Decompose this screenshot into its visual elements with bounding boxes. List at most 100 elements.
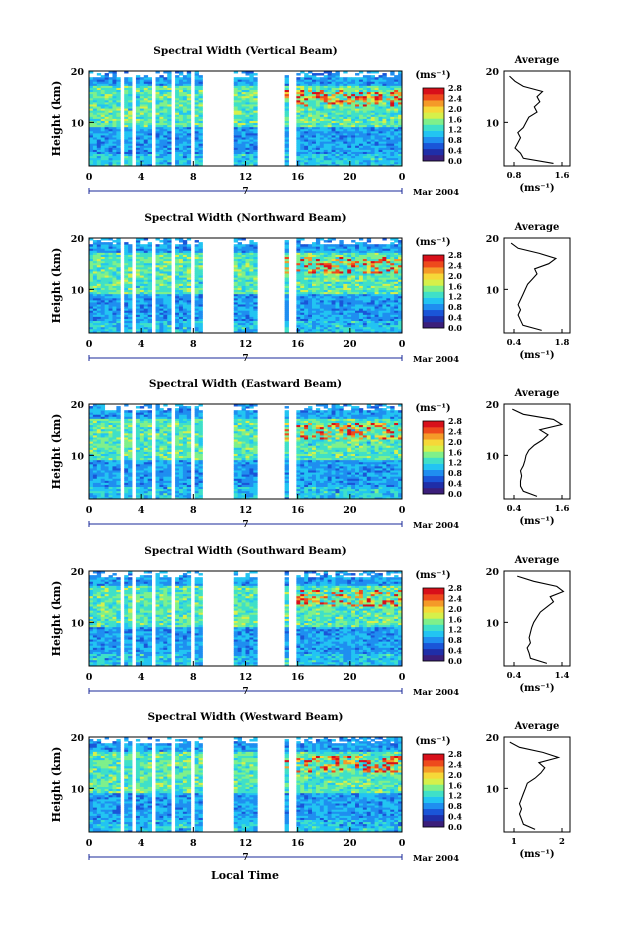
heatmap-cell bbox=[97, 77, 101, 79]
x-tick-label: 12 bbox=[239, 172, 252, 183]
heatmap-cell bbox=[296, 73, 300, 75]
heatmap-cell bbox=[148, 242, 152, 244]
heatmap-cell bbox=[199, 75, 203, 77]
heatmap-cell bbox=[300, 244, 304, 246]
heatmap-cell bbox=[156, 77, 160, 79]
heatmap-cell bbox=[183, 240, 187, 242]
colorbar-tick-label: 1.6 bbox=[448, 114, 462, 124]
heatmap-cell bbox=[101, 242, 105, 244]
average-x-unit: (ms⁻¹) bbox=[519, 183, 554, 194]
average-title: Average bbox=[514, 55, 560, 66]
heatmap-cell bbox=[386, 77, 390, 79]
heatmap-cell bbox=[335, 244, 339, 246]
heatmap-cell bbox=[156, 244, 160, 246]
heatmap-cell bbox=[112, 244, 116, 246]
heatmap-cell bbox=[128, 244, 132, 246]
heatmap-cell bbox=[128, 77, 132, 79]
heatmap-cell bbox=[375, 77, 379, 79]
heatmap-cell bbox=[179, 244, 183, 246]
heatmap-cell bbox=[105, 73, 109, 75]
heatmap-cell bbox=[339, 77, 343, 79]
heatmap-cell bbox=[375, 244, 379, 246]
colorbar-segment bbox=[423, 125, 444, 131]
colorbar-tick-label: 0.8 bbox=[448, 135, 462, 145]
colorbar-tick-label: 2.4 bbox=[448, 93, 462, 103]
heatmap-cell bbox=[140, 244, 144, 246]
heatmap-cell bbox=[363, 75, 367, 77]
heatmap-cell bbox=[390, 77, 394, 79]
colorbar-tick-label: 2.0 bbox=[448, 104, 462, 114]
heatmap-cell bbox=[324, 244, 328, 246]
heatmap-cell bbox=[316, 77, 320, 79]
colorbar-segment bbox=[423, 100, 444, 106]
heatmap-cell bbox=[238, 77, 242, 79]
heatmap-cell bbox=[296, 77, 300, 79]
heatmap-cell bbox=[394, 75, 398, 77]
average-x-tick-label: 0.8 bbox=[507, 171, 522, 181]
colorbar-tick-label: 0.0 bbox=[448, 156, 462, 166]
heatmap-cell bbox=[175, 75, 179, 77]
heatmap-cell bbox=[308, 244, 312, 246]
heatmap-cell bbox=[304, 244, 308, 246]
colorbar-segment bbox=[423, 143, 444, 149]
heatmap-cell bbox=[187, 244, 191, 246]
heatmap-cell bbox=[351, 77, 355, 79]
heatmap-cell bbox=[379, 75, 383, 77]
x-tick-label: 0 bbox=[86, 172, 93, 183]
heatmap-cell bbox=[351, 240, 355, 242]
heatmap-cell bbox=[332, 73, 336, 75]
heatmap-cell bbox=[285, 75, 289, 77]
colorbar-segment bbox=[423, 155, 444, 161]
colorbar-tick-label: 2.8 bbox=[448, 83, 462, 93]
heatmap-cell bbox=[253, 242, 257, 244]
heatmap-cell bbox=[163, 77, 167, 79]
heatmap-cell bbox=[144, 75, 148, 77]
heatmap-cell bbox=[355, 242, 359, 244]
x-tick-label: 16 bbox=[291, 172, 305, 183]
heatmap-cell bbox=[320, 77, 324, 79]
heatmap-cell bbox=[159, 244, 163, 246]
heatmap-cell bbox=[253, 73, 257, 75]
heatmap-cell bbox=[367, 75, 371, 77]
heatmap-cell bbox=[140, 77, 144, 79]
heatmap-cell bbox=[179, 77, 183, 79]
x-tick-label: 4 bbox=[138, 172, 145, 183]
heatmap-cell bbox=[89, 77, 93, 79]
heatmap-cell bbox=[328, 244, 332, 246]
heatmap-cell bbox=[304, 73, 308, 75]
heatmap-cell bbox=[324, 240, 328, 242]
heatmap-cell bbox=[124, 77, 128, 79]
heatmap-cell bbox=[234, 77, 238, 79]
average-y-tick-label: 10 bbox=[486, 118, 500, 129]
colorbar-segment bbox=[423, 131, 444, 137]
heatmap-cell bbox=[347, 244, 351, 246]
heatmap-cell bbox=[195, 240, 199, 242]
heatmap-cell bbox=[351, 244, 355, 246]
heatmap-cell bbox=[93, 240, 97, 242]
colorbar-unit: (ms⁻¹) bbox=[415, 70, 450, 81]
heatmap-cell bbox=[359, 242, 363, 244]
heatmap-cell bbox=[109, 242, 113, 244]
x-tick-label: 20 bbox=[343, 172, 357, 183]
heatmap-cell bbox=[144, 244, 148, 246]
day-label: 7 bbox=[242, 187, 248, 197]
heatmap-cell bbox=[332, 244, 336, 246]
heatmap-cell bbox=[359, 77, 363, 79]
heatmap-cell bbox=[105, 242, 109, 244]
heatmap-cell bbox=[242, 244, 246, 246]
colorbar-segment bbox=[423, 88, 444, 94]
heatmap-cell bbox=[97, 240, 101, 242]
heatmap-cell bbox=[363, 242, 367, 244]
heatmap-cell bbox=[246, 77, 250, 79]
heatmap-cell bbox=[238, 242, 242, 244]
heatmap-cell bbox=[199, 242, 203, 244]
heatmap-cell bbox=[116, 77, 120, 79]
heatmap-cell bbox=[195, 244, 199, 246]
heatmap-cell bbox=[93, 77, 97, 79]
heatmap-cell bbox=[159, 240, 163, 242]
average-frame bbox=[504, 71, 570, 166]
heatmap-cell bbox=[316, 73, 320, 75]
heatmap-cell bbox=[101, 75, 105, 77]
heatmap-cell bbox=[148, 77, 152, 79]
